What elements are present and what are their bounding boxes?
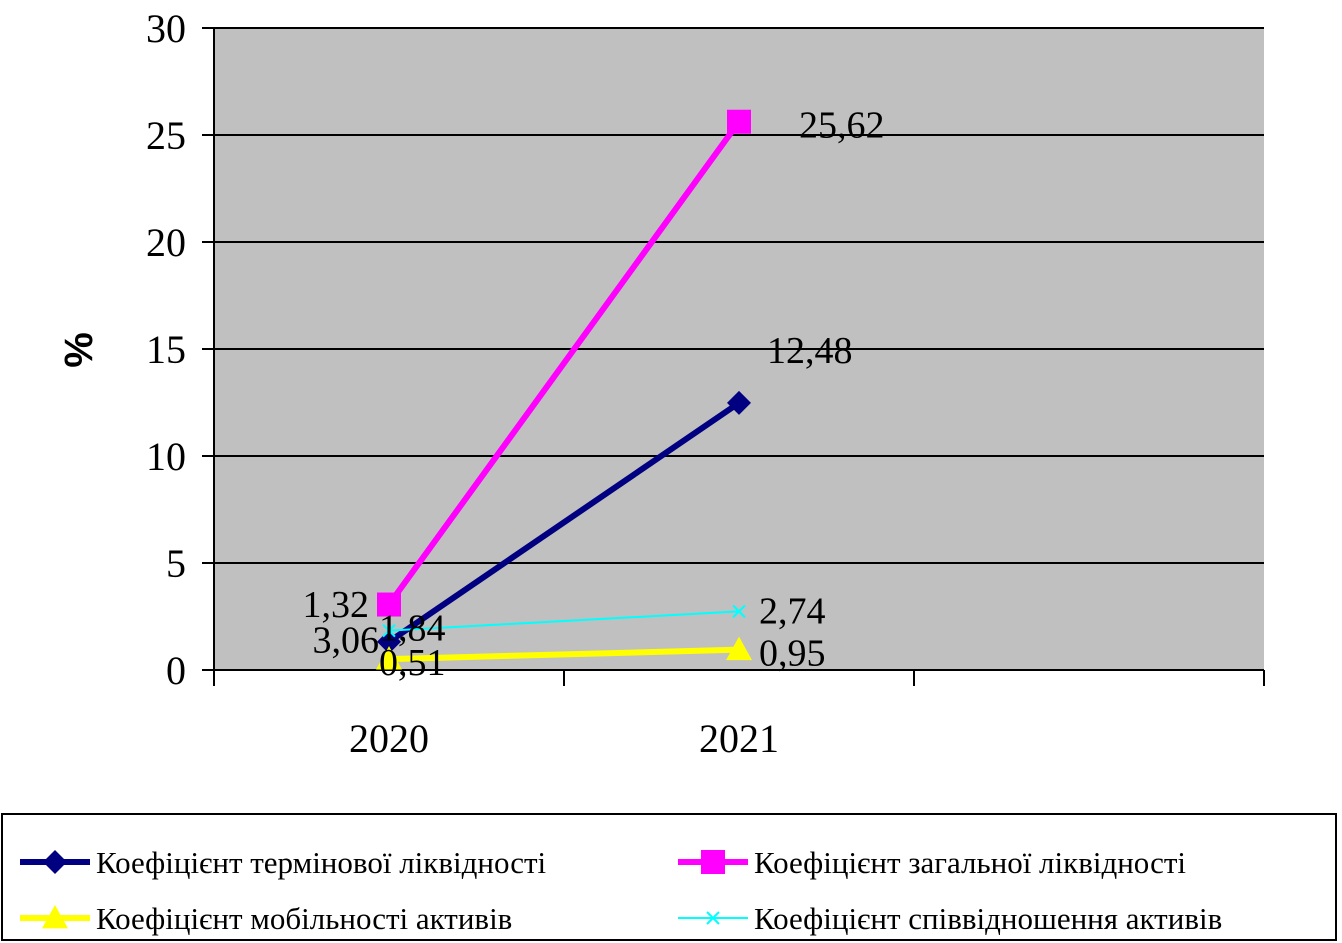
series-4: [382, 604, 746, 638]
legend-box: [1, 813, 1337, 941]
legend-label: Коефіцієнт термінової ліквідності: [96, 845, 547, 880]
data-label: 1,32: [303, 584, 370, 626]
marker-triangle: [42, 905, 68, 929]
legend-item-3: Коефіцієнт мобільності активів: [20, 901, 512, 936]
data-label: 25,62: [799, 105, 885, 147]
series-3: [376, 636, 752, 670]
series-line: [388, 646, 740, 663]
y-tick-label: 0: [166, 648, 186, 693]
axes: [202, 27, 1265, 686]
y-tick-label: 5: [166, 541, 186, 586]
legend-label: Коефіцієнт загальної ліквідності: [754, 845, 1186, 880]
series-line: [386, 119, 742, 607]
x-tick-label: 2021: [699, 716, 779, 761]
legend-label: Коефіцієнт мобільності активів: [96, 901, 512, 936]
legend-item-2: Коефіцієнт загальної ліквідності: [678, 845, 1186, 880]
marker-square: [701, 850, 725, 874]
series-line: [387, 400, 741, 645]
data-label: 2,74: [759, 590, 826, 632]
data-label: 0,95: [759, 633, 826, 675]
series-group: [376, 109, 752, 670]
legend: Коефіцієнт термінової ліквідності Коефіці…: [1, 813, 1337, 941]
marker-x: [732, 604, 746, 619]
data-label: 0,51: [379, 642, 446, 684]
gridlines: [214, 27, 1264, 564]
marker-triangle: [376, 646, 402, 670]
marker-square: [727, 109, 751, 134]
y-axis-label: %: [57, 332, 101, 368]
series-line: [388, 610, 740, 632]
marker-square: [377, 592, 401, 617]
legend-item-1: Коефіцієнт термінової ліквідності: [20, 845, 547, 880]
y-tick-label: 30: [146, 6, 186, 51]
series-2: [377, 109, 751, 617]
y-tick-labels: 0 5 10 15 20 25 30: [146, 6, 186, 693]
data-label: 1,84: [379, 608, 446, 650]
x-tick-label: 2020: [349, 716, 429, 761]
y-tick-label: 15: [146, 327, 186, 372]
legend-label: Коефіцієнт співвідношення активів: [754, 901, 1222, 936]
y-tick-label: 10: [146, 434, 186, 479]
y-tick-label: 20: [146, 220, 186, 265]
data-labels: 1,32 12,48 3,06 25,62 0,51 0,95 1,84 2,74: [303, 105, 885, 684]
marker-diamond: [727, 390, 751, 415]
marker-diamond: [43, 850, 67, 874]
marker-triangle: [726, 636, 752, 661]
data-label: 12,48: [767, 330, 853, 372]
data-label: 3,06: [313, 620, 380, 662]
y-tick-label: 25: [146, 113, 186, 158]
marker-x: [382, 623, 396, 638]
legend-item-4: Коефіцієнт співвідношення активів: [678, 901, 1222, 936]
x-tick-labels: 2020 2021: [349, 716, 779, 761]
marker-x: [706, 911, 720, 925]
